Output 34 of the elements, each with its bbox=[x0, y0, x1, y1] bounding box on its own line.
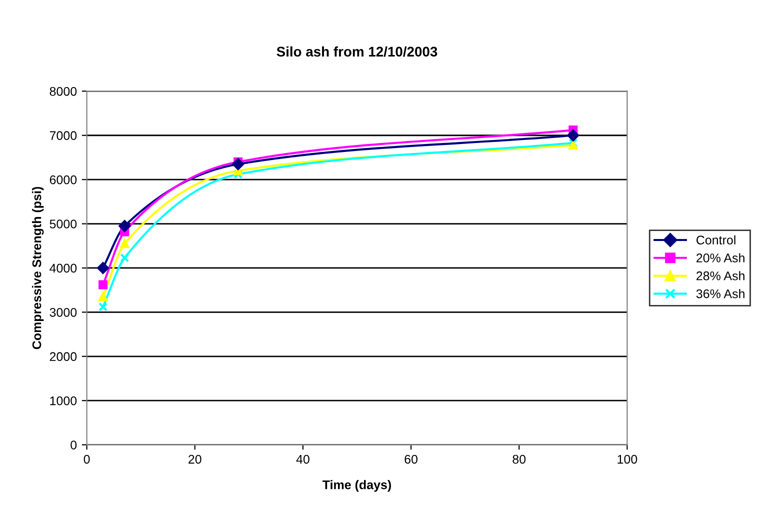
point bbox=[120, 253, 130, 262]
x-tick-label: 80 bbox=[512, 454, 526, 464]
point bbox=[118, 220, 131, 232]
x-tick-label: 20 bbox=[188, 454, 202, 464]
y-tick-label: 0 bbox=[70, 440, 77, 450]
legend-label: 36% Ash bbox=[696, 289, 744, 298]
point bbox=[568, 140, 578, 150]
point bbox=[567, 129, 580, 142]
chart-title: Silo ash from 12/10/2003 bbox=[276, 46, 438, 57]
point bbox=[232, 158, 244, 170]
point bbox=[234, 170, 243, 179]
y-axis-title: Compressive Strength (psi) bbox=[32, 186, 44, 350]
point bbox=[98, 292, 108, 302]
y-tick-label: 6000 bbox=[50, 175, 77, 184]
point bbox=[120, 239, 130, 248]
legend-label: 20% Ash bbox=[696, 253, 744, 262]
x-tick-label: 100 bbox=[618, 454, 638, 464]
x-axis-title: Time (days) bbox=[322, 480, 391, 492]
y-tick-label: 3000 bbox=[50, 308, 77, 317]
point bbox=[97, 262, 109, 274]
y-tick-label: 1000 bbox=[50, 396, 77, 406]
legend-label: Control bbox=[696, 235, 736, 244]
y-tick-label: 7000 bbox=[50, 131, 77, 140]
x-tick-label: 0 bbox=[84, 454, 90, 464]
y-tick-label: 4000 bbox=[50, 264, 77, 273]
x-tick-label: 40 bbox=[296, 454, 310, 464]
y-tick-label: 8000 bbox=[50, 86, 77, 96]
point bbox=[98, 302, 108, 312]
x-tick-label: 60 bbox=[404, 454, 418, 464]
legend-label: 28% Ash bbox=[696, 271, 744, 280]
point bbox=[98, 280, 108, 290]
y-tick-label: 2000 bbox=[50, 352, 77, 362]
y-tick-label: 5000 bbox=[50, 220, 77, 228]
point bbox=[568, 138, 578, 148]
